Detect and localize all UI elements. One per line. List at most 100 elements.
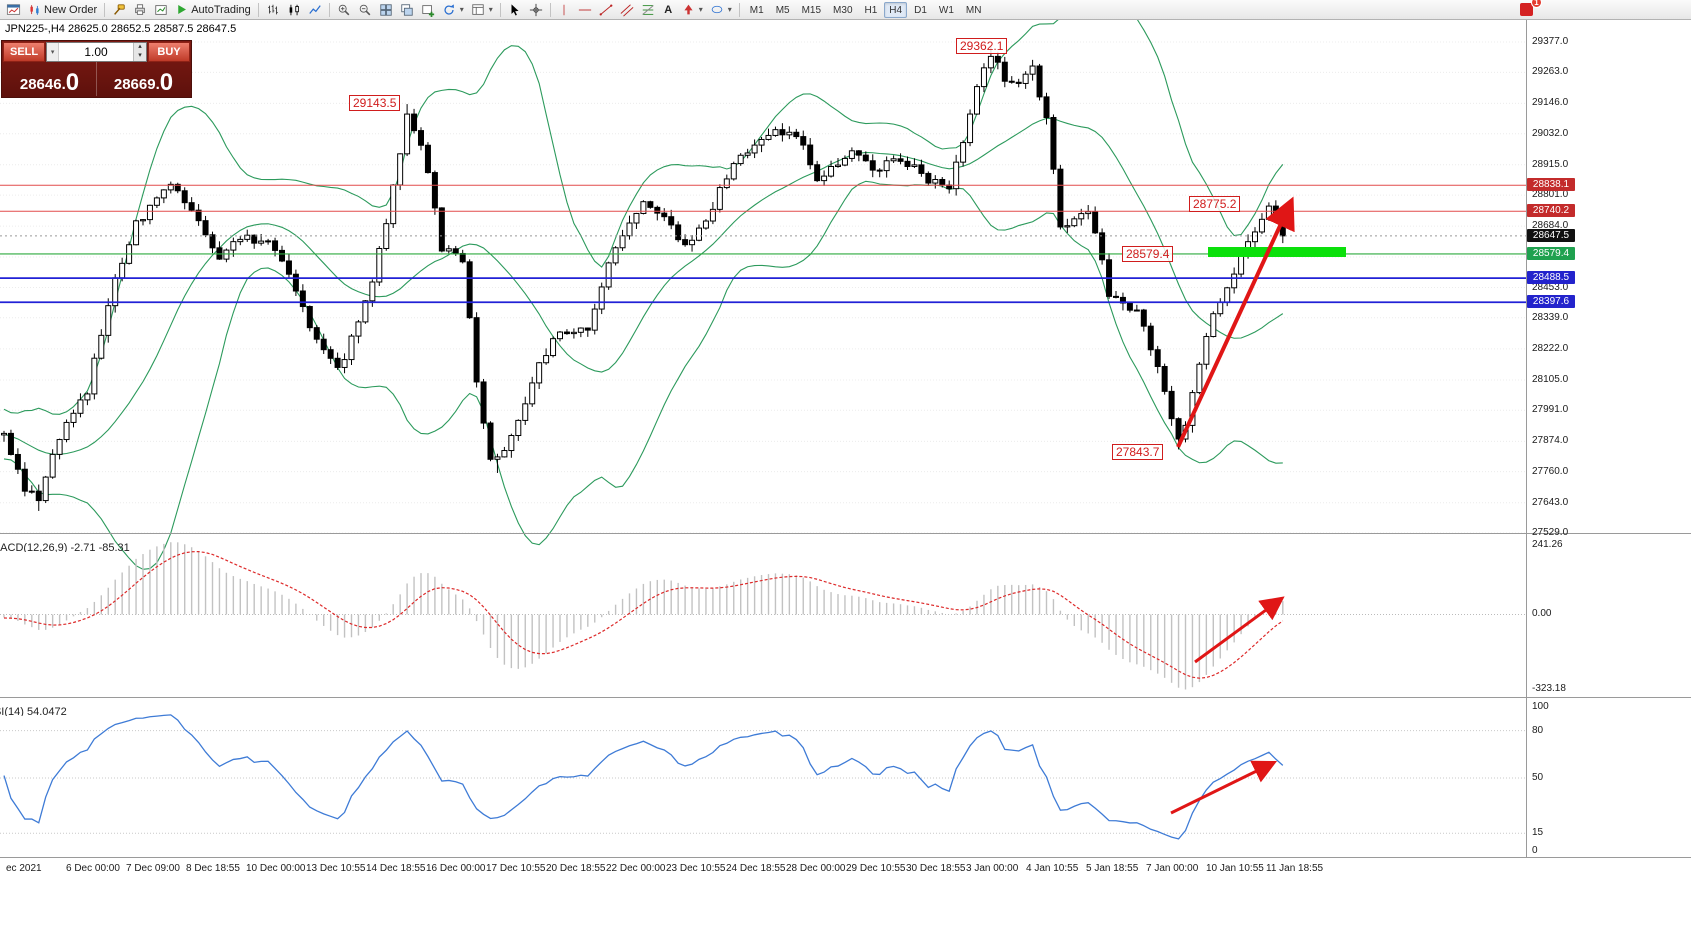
price-tick-label: 27760.0 bbox=[1532, 465, 1569, 477]
price-tick-label: 28339.0 bbox=[1532, 311, 1569, 323]
horizontal-line-icon[interactable] bbox=[575, 1, 595, 18]
symbol-ohlc-readout: JPN225-,H4 28625.0 28652.5 28587.5 28647… bbox=[5, 23, 237, 35]
time-tick-label: 3 Jan 00:00 bbox=[966, 863, 1019, 874]
time-tick-label: 17 Dec 10:55 bbox=[486, 863, 546, 874]
autotrading-play-icon bbox=[178, 5, 187, 14]
highlight-bar[interactable] bbox=[1208, 247, 1346, 257]
timeframe-m15[interactable]: M15 bbox=[801, 4, 822, 16]
expert-advisors-icon[interactable] bbox=[109, 1, 129, 18]
text-tool-icon[interactable]: A bbox=[659, 1, 678, 18]
trendline-icon[interactable] bbox=[596, 1, 616, 18]
price-tick-label: 28684.0 bbox=[1532, 220, 1569, 232]
price-tick-label: 29377.0 bbox=[1532, 36, 1569, 48]
toolbar: New Order AutoTrading bbox=[0, 0, 1691, 20]
price-tick-label: 27991.0 bbox=[1532, 404, 1569, 416]
chart-window-icon[interactable] bbox=[3, 1, 24, 18]
price-annotation-label[interactable]: 27843.7 bbox=[1112, 444, 1164, 460]
timeframe-d1[interactable]: D1 bbox=[914, 4, 927, 16]
trend-arrow[interactable] bbox=[1170, 760, 1278, 815]
price-tag: 28579.4 bbox=[1527, 246, 1575, 260]
volume-decrease-button[interactable]: ▾ bbox=[133, 52, 146, 61]
timeframe-h1[interactable]: H1 bbox=[864, 4, 878, 16]
macd-scale-label: -323.18 bbox=[1532, 683, 1566, 694]
new-order-button[interactable]: New Order bbox=[25, 1, 100, 18]
volume-increase-button[interactable]: ▴ bbox=[133, 43, 146, 52]
timeframe-w1[interactable]: W1 bbox=[938, 4, 954, 16]
price-tag: 28838.1 bbox=[1527, 178, 1575, 192]
price-tag: 28488.5 bbox=[1527, 271, 1575, 285]
crosshair-icon[interactable] bbox=[526, 1, 546, 18]
rsi-label: RSI(14) 54.0472 bbox=[0, 706, 67, 716]
cascade-windows-icon[interactable] bbox=[397, 1, 417, 18]
sell-price: 28646. 0 bbox=[3, 62, 96, 96]
time-tick-label: 7 Dec 09:00 bbox=[126, 863, 180, 874]
toolbar-separator bbox=[499, 2, 501, 17]
volume-field: ▾ ▴ ▾ bbox=[46, 42, 147, 62]
toolbar-separator bbox=[549, 2, 551, 17]
cursor-icon[interactable] bbox=[505, 1, 525, 18]
autotrading-button[interactable]: AutoTrading bbox=[172, 1, 254, 18]
trend-arrow[interactable] bbox=[1176, 196, 1295, 448]
notifications-glyph bbox=[1520, 3, 1533, 16]
sell-button[interactable]: SELL bbox=[3, 42, 46, 62]
tile-windows-icon[interactable] bbox=[376, 1, 396, 18]
macd-histogram bbox=[3, 542, 1284, 690]
price-annotation-label[interactable]: 28775.2 bbox=[1189, 196, 1241, 212]
buy-button[interactable]: BUY bbox=[148, 42, 190, 62]
fibonacci-retracement-icon[interactable] bbox=[638, 1, 658, 18]
notifications-icon[interactable]: 1 bbox=[1517, 0, 1542, 18]
rsi-scale-label: 50 bbox=[1532, 772, 1544, 783]
rsi-scale-label: 80 bbox=[1532, 724, 1544, 736]
timeframe-m30[interactable]: M30 bbox=[833, 4, 853, 16]
bar-chart-icon[interactable] bbox=[263, 1, 283, 18]
time-tick-label: 8 Dec 18:55 bbox=[186, 863, 240, 874]
price-tick-label: 28801.0 bbox=[1532, 189, 1569, 201]
candlestick-chart-icon[interactable] bbox=[284, 1, 304, 18]
timeframe-m1[interactable]: M1 bbox=[749, 4, 764, 16]
time-tick-label: 16 Dec 00:00 bbox=[426, 863, 486, 874]
timeframe-h4[interactable]: H4 bbox=[884, 1, 908, 18]
toolbar-separator bbox=[104, 2, 106, 17]
sell-price-dot: . bbox=[61, 76, 66, 93]
macd-scale-label: 0.00 bbox=[1532, 608, 1552, 620]
volume-dropdown-caret-icon[interactable]: ▾ bbox=[47, 43, 60, 61]
pane-separator-rsi[interactable] bbox=[0, 697, 1691, 700]
print-icon[interactable] bbox=[130, 1, 150, 18]
vertical-line-icon[interactable] bbox=[555, 1, 574, 18]
new-order-icon bbox=[30, 4, 39, 15]
time-tick-label: 29 Dec 10:55 bbox=[846, 863, 906, 874]
timeframe-m5[interactable]: M5 bbox=[775, 4, 790, 16]
time-tick-label: 13 Dec 10:55 bbox=[306, 863, 366, 874]
equidistant-channel-icon[interactable] bbox=[617, 1, 637, 18]
pane-separator-macd[interactable] bbox=[0, 533, 1691, 536]
price-annotation-label[interactable]: 29362.1 bbox=[956, 38, 1008, 54]
chart-templates-icon[interactable]: ▾ bbox=[468, 1, 496, 18]
arrow-objects-icon[interactable]: ▾ bbox=[679, 1, 706, 18]
price-tick-label: 28105.0 bbox=[1532, 373, 1569, 385]
dropdown-caret-icon: ▾ bbox=[459, 5, 464, 14]
time-tick-label: 5 Jan 18:55 bbox=[1086, 863, 1139, 874]
chart-screenshot-icon[interactable] bbox=[151, 1, 171, 18]
time-tick-label: 30 Dec 18:55 bbox=[906, 863, 966, 874]
volume-input[interactable] bbox=[59, 43, 133, 61]
zoom-out-icon[interactable] bbox=[355, 1, 375, 18]
toolbar-separator bbox=[738, 2, 740, 17]
trend-arrow[interactable] bbox=[1194, 596, 1285, 664]
timeframe-toolbar: M1 M5 M15 M30 H1 H4 D1 W1 MN bbox=[744, 1, 988, 18]
sell-price-pip: 0 bbox=[65, 69, 80, 96]
rsi-scale-label: 15 bbox=[1532, 827, 1544, 839]
new-chart-icon[interactable] bbox=[418, 1, 438, 18]
timeframe-mn[interactable]: MN bbox=[965, 4, 982, 16]
zoom-in-icon[interactable] bbox=[334, 1, 354, 18]
price-tick-label: 27643.0 bbox=[1532, 496, 1569, 508]
price-annotation-label[interactable]: 29143.5 bbox=[349, 95, 401, 111]
time-axis[interactable]: ec 2021 6 Dec 00:00 7 Dec 09:00 8 Dec 18:55… bbox=[0, 858, 1691, 882]
dropdown-caret-icon: ▾ bbox=[488, 5, 493, 14]
line-chart-icon[interactable] bbox=[305, 1, 325, 18]
refresh-cycle-icon[interactable]: ▾ bbox=[439, 1, 467, 18]
price-annotation-label[interactable]: 28579.4 bbox=[1122, 246, 1174, 262]
macd-scale-label: 241.26 bbox=[1532, 539, 1563, 550]
price-axis[interactable]: 29377.0 29263.0 29146.0 29032.0 28915.0 28801… bbox=[1526, 0, 1691, 880]
shapes-icon[interactable]: ▾ bbox=[707, 1, 735, 18]
